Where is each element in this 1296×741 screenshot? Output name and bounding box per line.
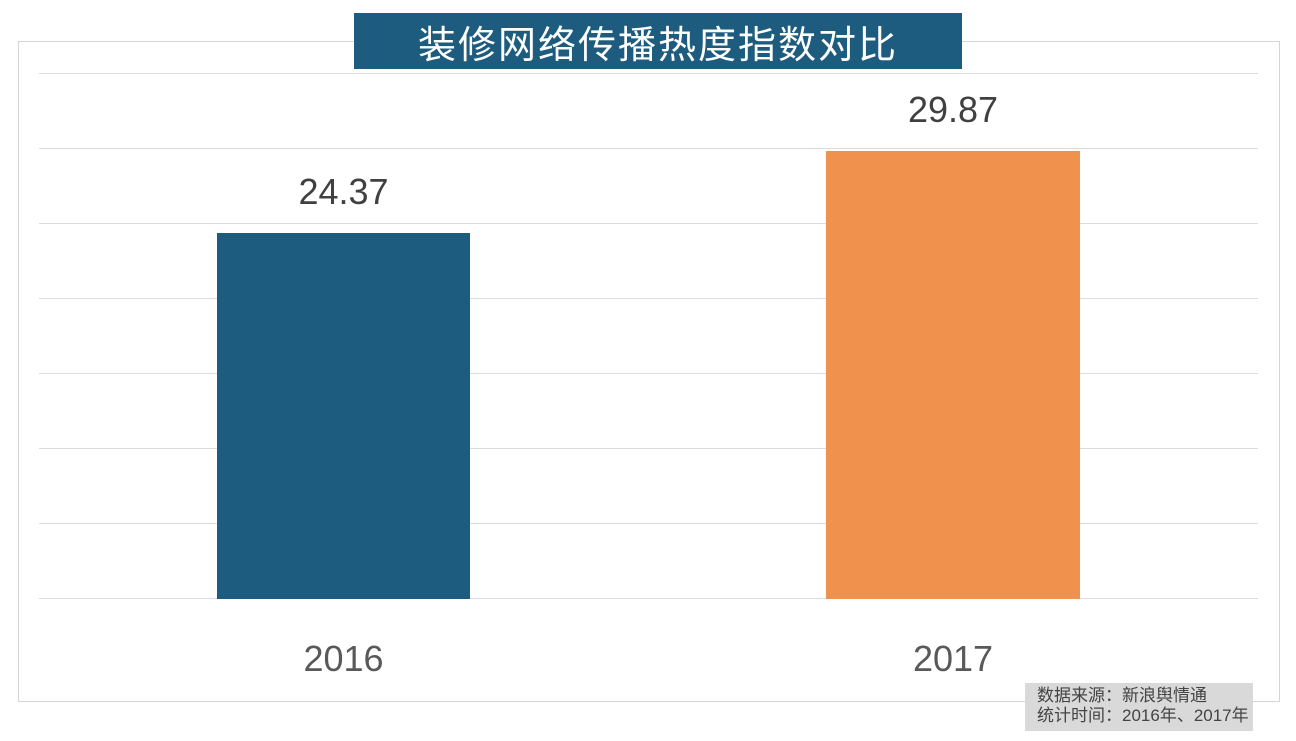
x-axis-label-2017: 2017 <box>912 638 994 679</box>
x-axis-label-2016: 2016 <box>303 638 384 679</box>
source-note-line-2: 统计时间：2016年、2017年 <box>1037 706 1249 725</box>
bar-2017 <box>826 150 1080 599</box>
chart-title: 装修网络传播热度指数对比 <box>354 13 962 69</box>
bar-value-label-2016: 24.37 <box>298 171 389 213</box>
bar-group-2016: 24.37 <box>217 171 470 599</box>
source-note-line-1: 数据来源：新浪舆情通 <box>1037 686 1207 705</box>
source-note: 数据来源：新浪舆情通 统计时间：2016年、2017年 <box>1025 683 1253 731</box>
bar-2016 <box>217 233 470 599</box>
plot-area: 24.37 29.87 <box>39 73 1258 599</box>
bar-group-2017: 29.87 <box>826 89 1080 599</box>
bar-value-label-2017: 29.87 <box>907 88 999 130</box>
